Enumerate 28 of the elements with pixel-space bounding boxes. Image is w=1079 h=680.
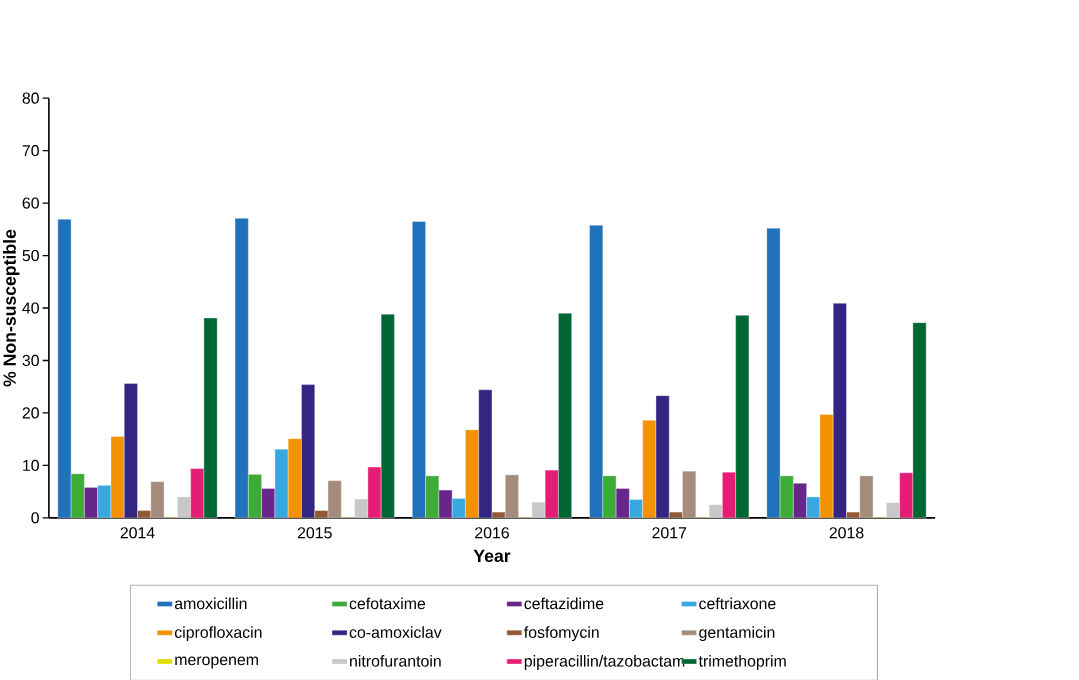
y-tick-label: 20 bbox=[22, 407, 39, 419]
y-tick-label: 0 bbox=[31, 512, 39, 524]
x-tick-label: 2018 bbox=[829, 526, 864, 539]
y-tick-label: 10 bbox=[23, 459, 39, 471]
y-tick-label: 70 bbox=[22, 144, 39, 157]
legend-label: cefotaxime bbox=[349, 597, 426, 609]
x-tick-label: 2015 bbox=[297, 526, 332, 539]
y-tick-label: 40 bbox=[22, 302, 39, 314]
x-tick-label: 2016 bbox=[475, 526, 509, 539]
legend-label: fosfomycin bbox=[524, 626, 599, 641]
y-tick-label: 80 bbox=[22, 92, 39, 104]
legend-label: trimethoprim bbox=[698, 654, 786, 670]
legend-label: amoxicillin bbox=[174, 597, 247, 609]
y-tick-label: 50 bbox=[22, 249, 39, 261]
legend-label: ceftazidime bbox=[524, 597, 604, 609]
x-axis-title: Year bbox=[473, 549, 511, 562]
y-axis-title: % Non-susceptible bbox=[2, 229, 20, 387]
legend-label: meropenem bbox=[175, 656, 258, 669]
y-tick-label: 30 bbox=[22, 354, 39, 366]
legend-label: nitrofurantoin bbox=[350, 654, 441, 667]
legend-label: gentamicin bbox=[699, 626, 775, 641]
x-tick-label: 2014 bbox=[120, 526, 155, 539]
y-tick-label: 60 bbox=[22, 197, 39, 209]
x-tick-label: 2017 bbox=[652, 526, 687, 539]
legend-label: ciprofloxacin bbox=[174, 626, 262, 641]
legend-label: ceftriaxone bbox=[699, 597, 776, 609]
legend-label: piperacillin/tazobactam bbox=[524, 654, 685, 670]
legend-label: co-amoxiclav bbox=[349, 626, 442, 638]
